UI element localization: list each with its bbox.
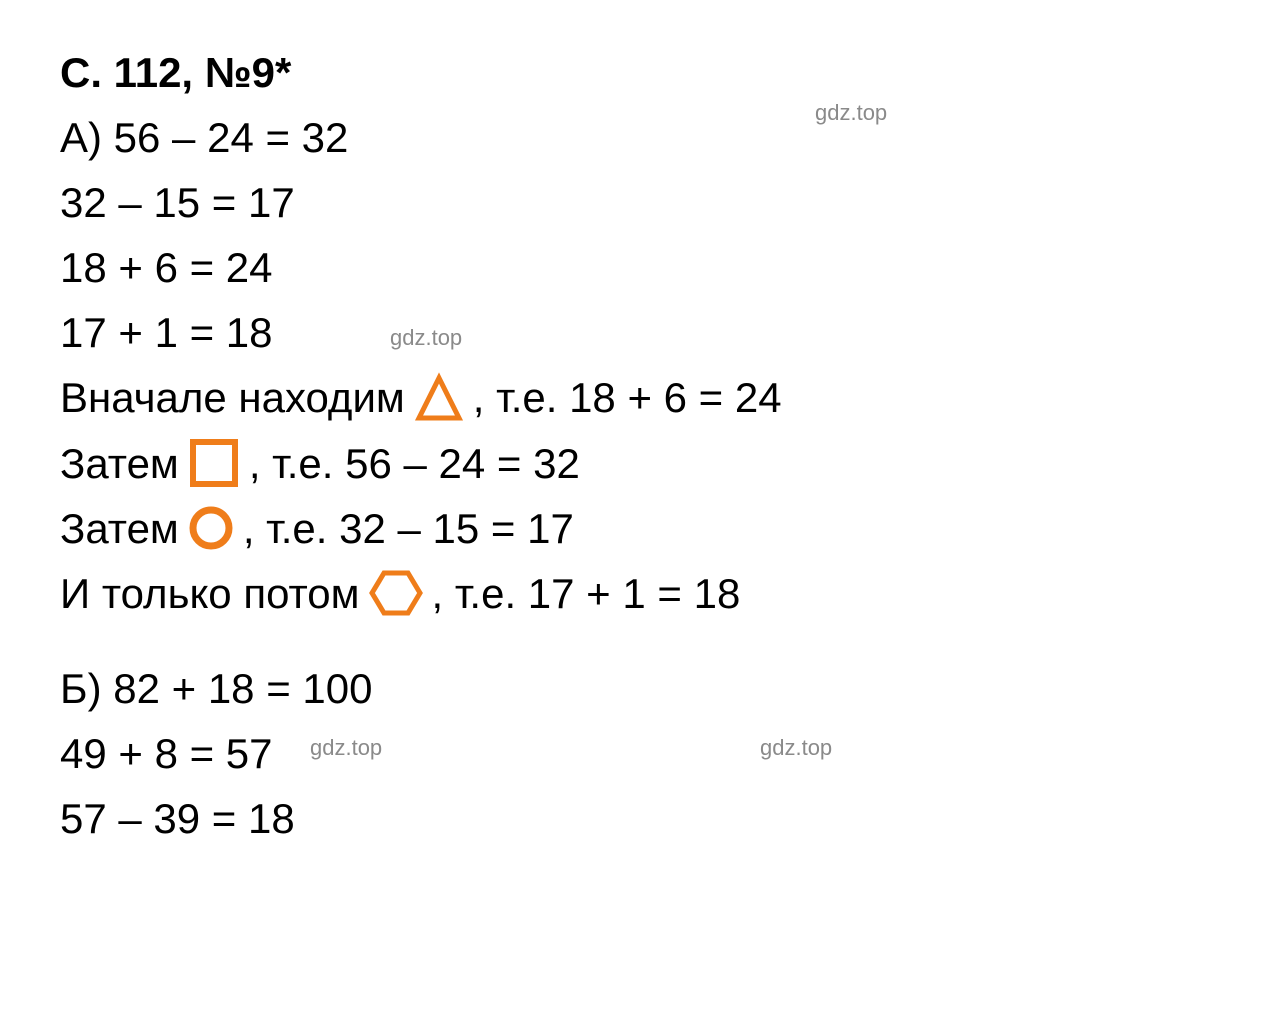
- exp1-pre: Вначале находим: [60, 365, 405, 430]
- explanation-line4: И только потом , т.е. 17 + 1 = 18: [60, 561, 1220, 626]
- part-b-line1: Б) 82 + 18 = 100: [60, 656, 1220, 721]
- exp4-post: , т.е. 17 + 1 = 18: [432, 561, 741, 626]
- exp1-post: , т.е. 18 + 6 = 24: [473, 365, 782, 430]
- explanation-line3: Затем , т.е. 32 – 15 = 17: [60, 496, 1220, 561]
- watermark-4: gdz.top: [760, 735, 832, 761]
- exercise-content: С. 112, №9* А) 56 – 24 = 32 32 – 15 = 17…: [60, 40, 1220, 851]
- exercise-title: С. 112, №9*: [60, 40, 1220, 105]
- equation-a2: 32 – 15 = 17: [60, 170, 1220, 235]
- watermark-3: gdz.top: [310, 735, 382, 761]
- equation-b3: 57 – 39 = 18: [60, 786, 1220, 851]
- triangle-icon: [413, 372, 465, 424]
- equation-a3: 18 + 6 = 24: [60, 235, 1220, 300]
- equation-b2: 49 + 8 = 57: [60, 721, 1220, 786]
- part-a-label: А): [60, 105, 102, 170]
- watermark-2: gdz.top: [390, 325, 462, 351]
- part-a-line1: А) 56 – 24 = 32: [60, 105, 1220, 170]
- exp4-pre: И только потом: [60, 561, 360, 626]
- explanation-line1: Вначале находим , т.е. 18 + 6 = 24: [60, 365, 1220, 430]
- circle-icon: [187, 504, 235, 552]
- hexagon-icon: [368, 567, 424, 619]
- equation-a4: 17 + 1 = 18: [60, 300, 1220, 365]
- explanation-line2: Затем , т.е. 56 – 24 = 32: [60, 431, 1220, 496]
- exp2-pre: Затем: [60, 431, 179, 496]
- exp3-pre: Затем: [60, 496, 179, 561]
- watermark-1: gdz.top: [815, 100, 887, 126]
- exp3-post: , т.е. 32 – 15 = 17: [243, 496, 574, 561]
- part-b-label: Б): [60, 656, 102, 721]
- equation-a1: 56 – 24 = 32: [114, 105, 349, 170]
- square-icon: [187, 436, 241, 490]
- equation-b1: 82 + 18 = 100: [113, 656, 372, 721]
- exp2-post: , т.е. 56 – 24 = 32: [249, 431, 580, 496]
